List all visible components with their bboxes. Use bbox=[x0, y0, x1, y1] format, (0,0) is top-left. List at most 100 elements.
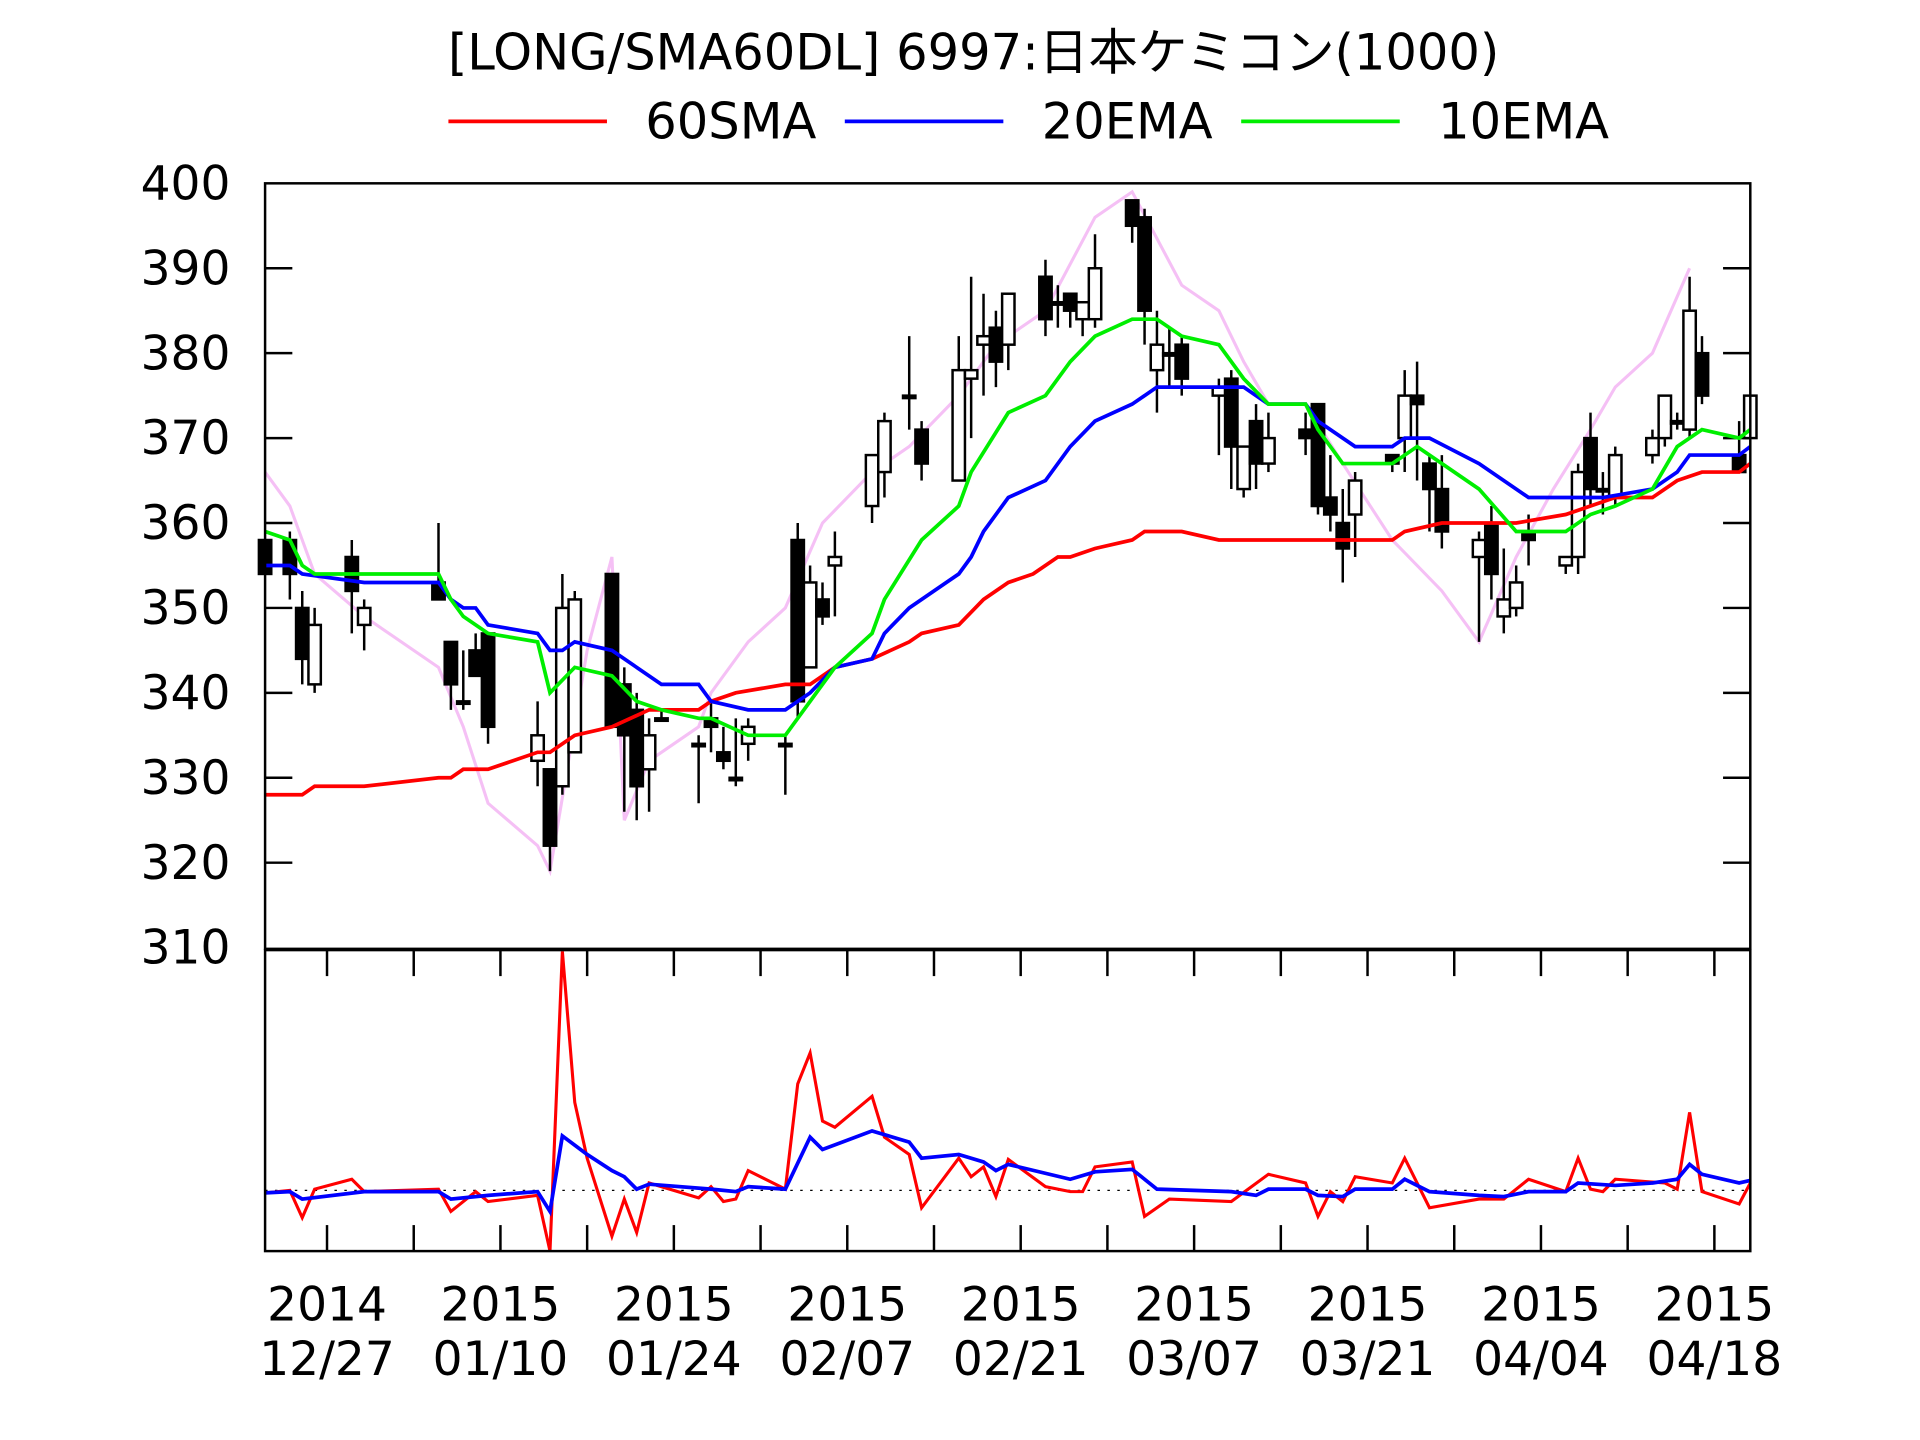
candle-body-bullish bbox=[1645, 436, 1660, 457]
candlestick bbox=[443, 640, 459, 710]
candle-body-bullish bbox=[802, 581, 818, 669]
candle-body-bearish bbox=[294, 606, 310, 661]
candle-body-bearish bbox=[1062, 292, 1078, 312]
candle-body-bullish bbox=[1261, 436, 1276, 465]
candlestick bbox=[1434, 455, 1450, 549]
candle-body-bearish bbox=[480, 632, 496, 729]
x-tick-date: 04/18 bbox=[1647, 1332, 1783, 1387]
x-tick-year: 2015 bbox=[614, 1277, 734, 1332]
y-tick-label: 400 bbox=[141, 156, 231, 211]
candle-body-bearish bbox=[1223, 377, 1239, 448]
candlestick bbox=[542, 768, 558, 872]
candlestick bbox=[827, 531, 843, 617]
candlestick bbox=[1149, 310, 1165, 413]
legend-label-20ema: 20EMA bbox=[1042, 93, 1213, 151]
candlestick bbox=[790, 523, 806, 719]
candle-body-bullish bbox=[777, 742, 793, 748]
candlestick bbox=[988, 310, 1004, 388]
candlestick bbox=[1471, 531, 1487, 642]
candle-body-bullish bbox=[1075, 300, 1091, 321]
candle-body-bullish bbox=[1087, 267, 1103, 321]
candle-body-bearish bbox=[914, 428, 930, 465]
line-20ema bbox=[265, 385, 1752, 712]
y-tick-label: 350 bbox=[141, 581, 231, 636]
candlestick bbox=[356, 599, 372, 651]
x-tick-date: 04/04 bbox=[1473, 1332, 1609, 1387]
candlestick bbox=[1087, 234, 1103, 328]
candlestick bbox=[1236, 445, 1252, 498]
candle-body-bullish bbox=[976, 334, 991, 346]
y-tick-label: 340 bbox=[141, 666, 231, 721]
y-tick-label: 330 bbox=[141, 751, 231, 806]
candlestick bbox=[1050, 285, 1066, 328]
candle-body-bullish bbox=[1682, 309, 1698, 431]
chart-title: [LONG/SMA60DL] 6997:日本ケミコン(1000) bbox=[448, 23, 1499, 81]
candlestick bbox=[1223, 370, 1239, 490]
x-tick-year: 2015 bbox=[787, 1277, 907, 1332]
oscillator-panel-frame bbox=[263, 948, 1752, 1253]
candle-body-bullish bbox=[307, 623, 323, 686]
x-axis-labels: 201412/27201501/10201501/24201502/072015… bbox=[259, 1277, 1782, 1387]
candlestick bbox=[1694, 336, 1710, 405]
candlestick bbox=[1657, 394, 1673, 447]
candlestick bbox=[715, 726, 731, 770]
y-tick-label: 360 bbox=[141, 496, 231, 551]
candle-body-bullish bbox=[1496, 598, 1512, 618]
y-tick-label: 370 bbox=[141, 411, 231, 466]
candlestick bbox=[1682, 276, 1698, 439]
candle-body-bullish bbox=[1607, 453, 1623, 499]
candle-body-bullish bbox=[1397, 394, 1413, 440]
candlestick bbox=[1310, 402, 1326, 515]
candle-body-bullish bbox=[1508, 581, 1524, 610]
candle-body-bullish bbox=[1558, 555, 1574, 567]
moving-average-lines bbox=[264, 317, 1752, 797]
x-tick-date: 12/27 bbox=[259, 1332, 395, 1387]
candle-body-bullish bbox=[1000, 292, 1016, 346]
candlestick bbox=[1211, 378, 1227, 456]
x-tick-date: 02/21 bbox=[953, 1332, 1089, 1387]
candlestick bbox=[1248, 404, 1264, 490]
candle-body-bullish bbox=[654, 717, 669, 723]
candle-body-bullish bbox=[356, 606, 372, 627]
y-tick-label: 320 bbox=[141, 836, 231, 891]
candlestick bbox=[1496, 548, 1512, 634]
candle-body-bullish bbox=[455, 700, 471, 706]
candle-body-bullish bbox=[1657, 394, 1673, 440]
line-60sma bbox=[265, 462, 1752, 797]
candle-body-bearish bbox=[790, 538, 806, 703]
candlestick bbox=[1038, 259, 1053, 337]
candlestick bbox=[1298, 412, 1314, 456]
candlestick bbox=[1075, 300, 1091, 337]
candlestick bbox=[1124, 199, 1140, 243]
oscillator-blue-line bbox=[264, 1128, 1751, 1217]
candlestick bbox=[641, 718, 657, 812]
y-tick-label: 380 bbox=[141, 326, 231, 381]
legend-label-60sma: 60SMA bbox=[645, 93, 816, 151]
candlestick bbox=[691, 735, 707, 804]
candlesticks bbox=[257, 199, 1758, 872]
candlestick bbox=[294, 590, 310, 685]
candlestick bbox=[1137, 208, 1152, 345]
x-tick-year: 2015 bbox=[961, 1277, 1081, 1332]
candle-body-bullish bbox=[691, 742, 707, 748]
candle-body-bearish bbox=[1038, 275, 1053, 321]
candle-body-bullish bbox=[877, 419, 892, 474]
candle-body-bullish bbox=[963, 368, 979, 380]
x-tick-date: 01/24 bbox=[606, 1332, 742, 1387]
x-tick-year: 2014 bbox=[267, 1277, 387, 1332]
candlestick bbox=[1335, 489, 1351, 583]
candle-body-bullish bbox=[1669, 419, 1685, 425]
candlestick bbox=[777, 735, 793, 795]
candlestick bbox=[1347, 472, 1363, 557]
candle-body-bearish bbox=[815, 598, 830, 618]
candle-body-bullish bbox=[1236, 445, 1252, 491]
candle-body-bearish bbox=[1583, 436, 1598, 491]
y-tick-label: 310 bbox=[141, 921, 231, 976]
candle-body-bearish bbox=[629, 708, 645, 788]
candle-body-bearish bbox=[1409, 394, 1425, 406]
x-tick-year: 2015 bbox=[441, 1277, 561, 1332]
candle-body-bearish bbox=[1422, 462, 1437, 491]
candle-body-bearish bbox=[1335, 521, 1351, 550]
candle-body-bullish bbox=[1161, 351, 1177, 357]
